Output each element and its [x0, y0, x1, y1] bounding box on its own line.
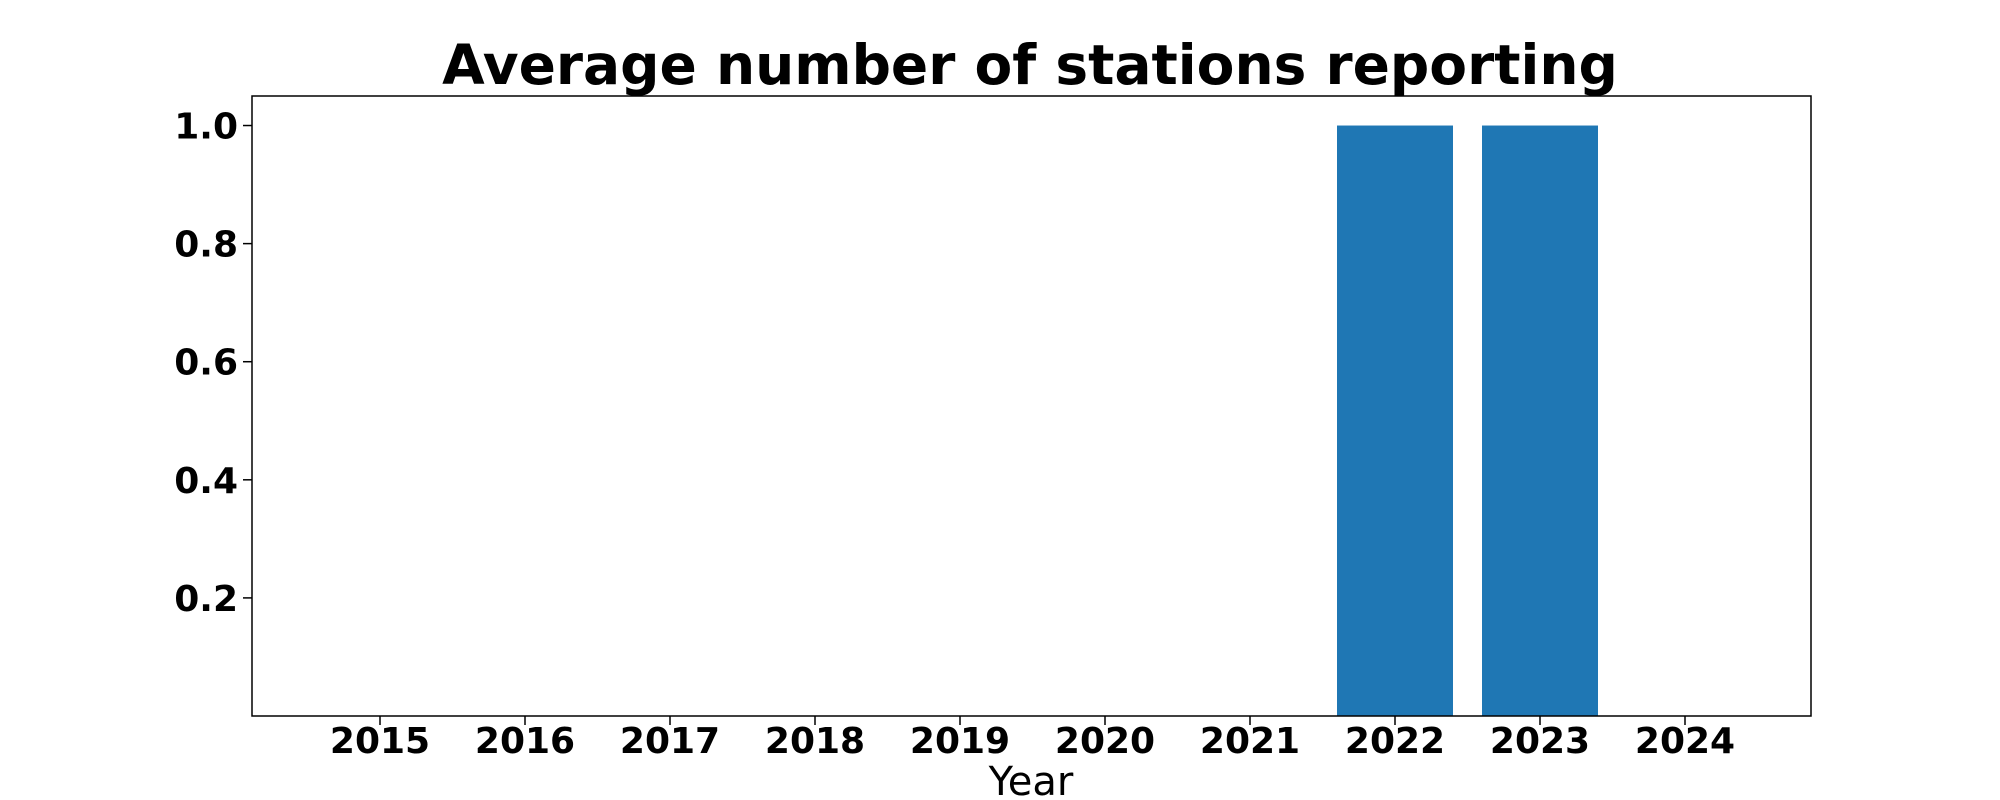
- x-tick-label: 2020: [1055, 721, 1155, 762]
- bars-layer: [1337, 125, 1598, 717]
- chart-title: Average number of stations reporting: [442, 33, 1618, 97]
- y-axis: 0.2 0.4 0.6 0.8 1.0: [174, 107, 252, 620]
- x-tick-label: 2023: [1490, 721, 1590, 762]
- x-tick-label: 2024: [1635, 721, 1735, 762]
- bar-2022: [1337, 125, 1453, 717]
- y-tick-label: 0.4: [174, 461, 238, 502]
- y-tick-label: 0.2: [174, 579, 238, 620]
- x-axis: 2015 2016 2017 2018 2019 2020 2021 2022 2023 2024: [330, 716, 1735, 762]
- x-tick-label: 2019: [910, 721, 1010, 762]
- y-tick-label: 1.0: [174, 107, 238, 148]
- bar-2023: [1482, 125, 1598, 717]
- y-tick-label: 0.6: [174, 343, 238, 384]
- x-tick-label: 2022: [1345, 721, 1445, 762]
- plot-frame: [251, 95, 1812, 717]
- x-tick-label: 2021: [1200, 721, 1300, 762]
- x-tick-label: 2015: [330, 721, 430, 762]
- y-tick-label: 0.8: [174, 225, 238, 266]
- x-axis-label: Year: [988, 759, 1074, 800]
- x-tick-label: 2018: [765, 721, 865, 762]
- x-tick-label: 2016: [475, 721, 575, 762]
- x-tick-label: 2017: [620, 721, 720, 762]
